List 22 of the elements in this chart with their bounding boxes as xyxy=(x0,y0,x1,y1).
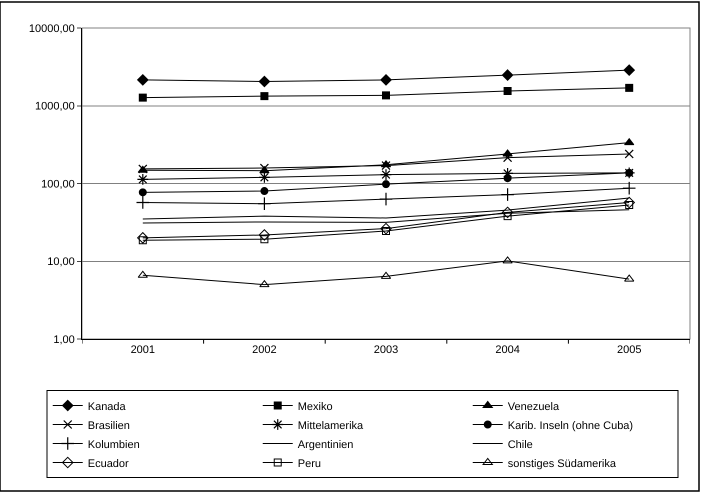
legend-label: Kolumbien xyxy=(88,438,140,451)
legend-label: Chile xyxy=(508,438,533,451)
legend-label: Mexiko xyxy=(298,400,333,413)
x-tick-label: 2002 xyxy=(252,344,277,356)
legend-label: Mittelamerika xyxy=(298,420,364,432)
legend-label: Argentinien xyxy=(298,438,354,451)
legend-label: Ecuador xyxy=(88,458,130,470)
legend-label: Peru xyxy=(298,458,321,470)
legend-label: Karib. Inseln (ohne Cuba) xyxy=(508,420,634,432)
legend-label: Brasilien xyxy=(88,420,130,432)
legend-label: sonstiges Südamerika xyxy=(508,458,617,470)
legend-label: Kanada xyxy=(88,400,127,413)
x-tick-label: 2004 xyxy=(495,344,520,356)
x-tick-label: 2005 xyxy=(616,344,642,356)
x-tick-label: 2003 xyxy=(374,344,398,356)
x-tick-label: 2001 xyxy=(130,344,156,356)
y-tick-label: 10,00 xyxy=(47,256,75,268)
y-tick-label: 1,00 xyxy=(53,334,75,346)
y-tick-label: 10000,00 xyxy=(28,22,75,35)
legend-label: Venezuela xyxy=(508,400,560,413)
y-tick-label: 100,00 xyxy=(41,178,75,190)
y-tick-label: 1000,00 xyxy=(35,100,75,113)
